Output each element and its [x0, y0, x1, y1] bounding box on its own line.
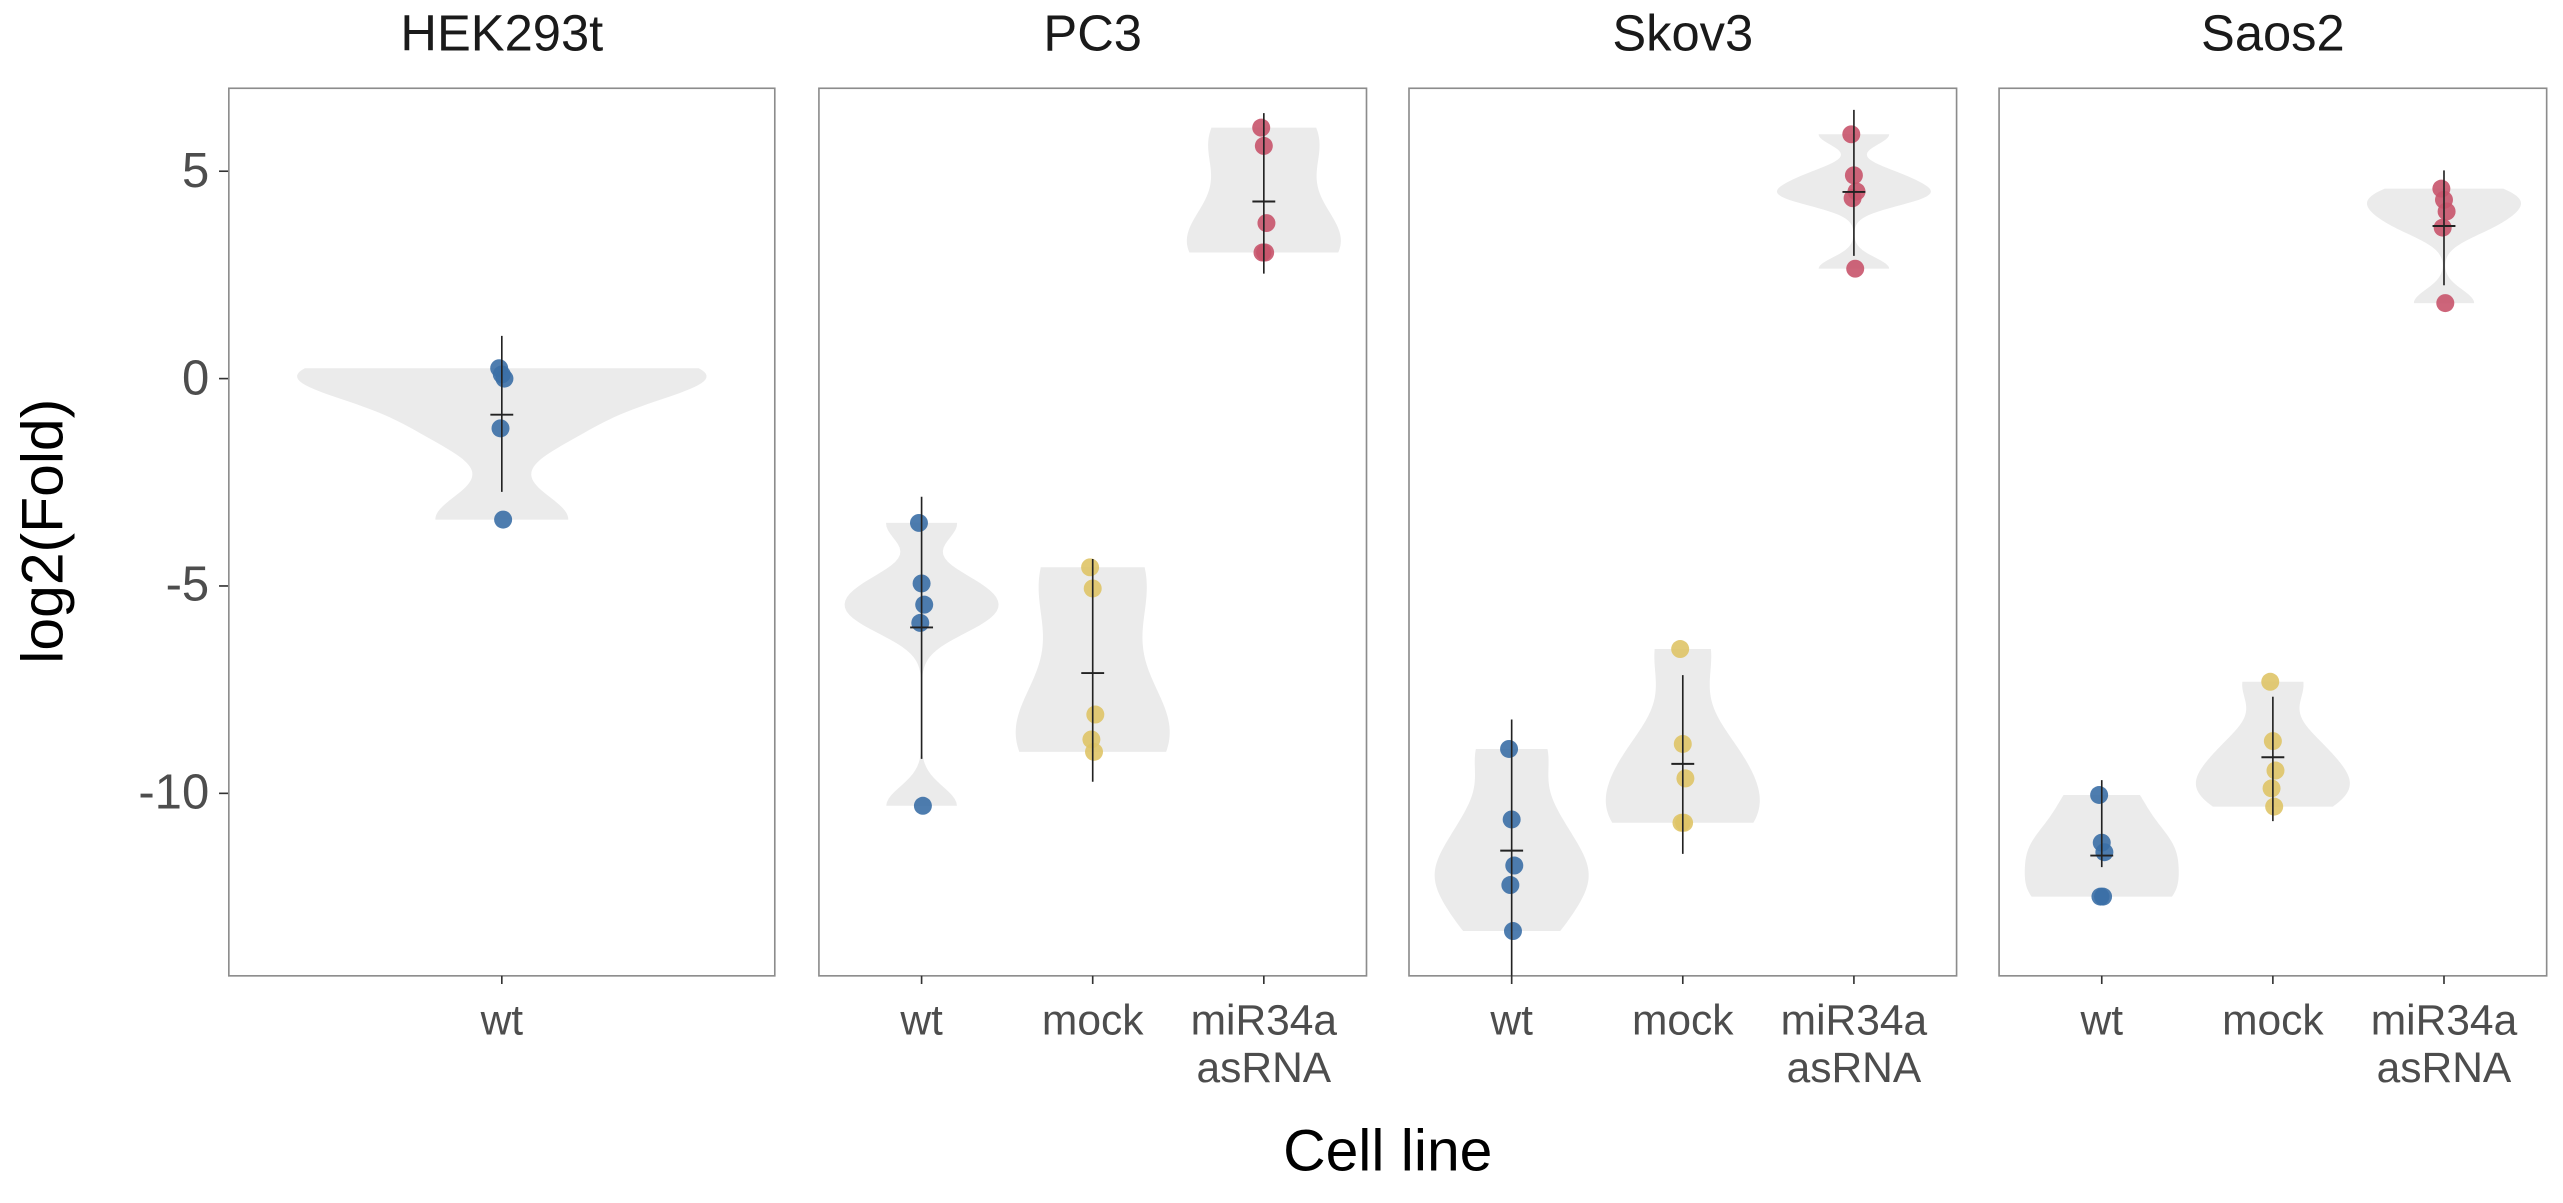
- point: [915, 595, 934, 614]
- point: [1675, 813, 1694, 832]
- panel-title: Saos2: [2201, 4, 2345, 63]
- point: [1676, 769, 1695, 788]
- point: [2095, 843, 2114, 862]
- point: [1842, 125, 1861, 144]
- panel-title: HEK293t: [400, 4, 604, 63]
- point: [2265, 797, 2284, 816]
- point: [911, 613, 930, 632]
- point: [1086, 705, 1105, 724]
- y-tick-label: 0: [181, 351, 210, 406]
- point: [1085, 742, 1104, 761]
- point: [2436, 294, 2455, 313]
- point: [2090, 786, 2109, 804]
- x-tick-label: miR34a asRNA: [2370, 995, 2518, 1092]
- point: [2094, 887, 2113, 906]
- point: [2261, 672, 2280, 691]
- point: [1500, 739, 1519, 758]
- point: [1671, 640, 1690, 659]
- point: [1257, 214, 1276, 233]
- x-tick-label: miR34a asRNA: [1780, 995, 1928, 1092]
- y-tick-label: -10: [138, 766, 210, 821]
- x-tick-label: miR34a asRNA: [1190, 995, 1338, 1092]
- y-tick-label: 5: [181, 144, 210, 199]
- point: [1846, 259, 1865, 278]
- point: [1843, 189, 1862, 208]
- point: [2433, 218, 2452, 237]
- x-tick-label: wt: [900, 995, 943, 1045]
- point: [909, 513, 928, 532]
- panel-content: [297, 335, 707, 529]
- panel-title: Skov3: [1612, 4, 1754, 63]
- point: [1503, 922, 1522, 941]
- panel-content: [1434, 109, 1931, 976]
- x-tick-label: mock: [1632, 995, 1734, 1045]
- panel-title: PC3: [1043, 4, 1143, 63]
- point: [2266, 761, 2285, 780]
- point: [495, 369, 514, 388]
- x-tick-label: mock: [1041, 995, 1144, 1045]
- x-tick-label: wt: [1490, 995, 1533, 1045]
- panel-content: [2024, 170, 2521, 906]
- x-tick-label: mock: [2222, 995, 2324, 1045]
- point: [2262, 779, 2281, 798]
- panel-content: [844, 113, 1341, 815]
- y-axis-title: log2(Fold): [8, 398, 76, 664]
- panel-border: [228, 87, 776, 977]
- point: [2437, 202, 2456, 221]
- point: [913, 796, 932, 815]
- point: [1256, 243, 1275, 262]
- point: [491, 419, 510, 438]
- y-tick-label: -5: [165, 558, 210, 613]
- point: [1252, 118, 1271, 137]
- x-axis-title: Cell line: [1283, 1116, 1493, 1184]
- point: [1081, 558, 1100, 577]
- x-tick-label: wt: [480, 995, 524, 1045]
- point: [494, 510, 513, 529]
- point: [1501, 876, 1520, 894]
- x-tick-label: wt: [2080, 995, 2123, 1045]
- point: [1505, 856, 1524, 875]
